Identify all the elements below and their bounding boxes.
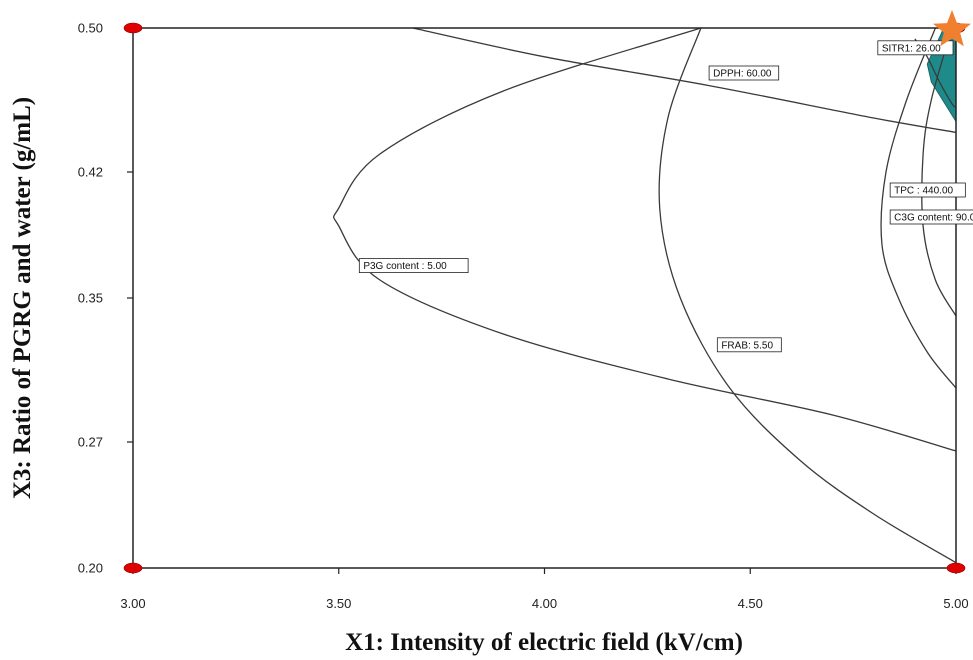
contour-label-text: FRAB: 5.50 [721, 340, 773, 351]
y-tick-label: 0.27 [78, 435, 103, 450]
design-point [123, 562, 143, 574]
x-axis-label: X1: Intensity of electric field (kV/cm) [345, 629, 743, 656]
contour-line [880, 27, 957, 389]
contour-label-box [358, 258, 469, 274]
contour-label: FRAB: 5.50 [716, 337, 782, 353]
contour-label-box [708, 65, 780, 81]
contour-line [332, 27, 957, 452]
axis-ticks-layer: 3.00 3.50 4.00 4.50 5.00 0.20 0.27 0.35 0.42 0.50 [78, 21, 969, 612]
y-tick-label: 0.50 [78, 21, 103, 36]
design-points-layer [123, 10, 971, 574]
contour-label-box [877, 40, 954, 56]
x-tick-label: 4.00 [532, 596, 557, 611]
contour-line [412, 27, 957, 134]
contour-labels-layer: DPPH: 60.00 P3G content : 5.00 FRAB: 5.50 T… [358, 40, 973, 353]
contour-label: C3G content: 90.00 [889, 209, 973, 225]
contour-lines-layer [332, 27, 957, 564]
y-axis-label: X3: Ratio of PGRG and water (g/mL) [9, 97, 36, 499]
y-tick-label: 0.35 [78, 291, 103, 306]
y-tick-label: 0.20 [78, 561, 103, 576]
design-point [946, 562, 966, 574]
x-tick-label: 3.00 [120, 596, 145, 611]
x-tick-label: 4.50 [738, 596, 763, 611]
contour-label-box [716, 337, 782, 353]
contour-label-text: P3G content : 5.00 [363, 261, 447, 272]
contour-label-box [889, 182, 966, 198]
contour-label-text: SITR1: 26.00 [882, 43, 941, 54]
x-tick-label: 5.00 [943, 596, 968, 611]
contour-label: TPC : 440.00 [889, 182, 966, 198]
x-tick-label: 3.50 [326, 596, 351, 611]
contour-label-box [889, 209, 973, 225]
plot-frame [132, 27, 957, 569]
contour-label: DPPH: 60.00 [708, 65, 780, 81]
optimum-star-icon [933, 10, 971, 47]
contour-label: SITR1: 26.00 [877, 40, 954, 56]
contour-label-text: DPPH: 60.00 [713, 69, 772, 80]
contour-label-text: TPC : 440.00 [894, 186, 953, 197]
y-tick-label: 0.42 [78, 165, 103, 180]
contour-label: P3G content : 5.00 [358, 258, 469, 274]
contour-label-text: C3G content: 90.00 [894, 213, 973, 224]
contour-line [658, 27, 957, 564]
design-point [123, 22, 143, 34]
